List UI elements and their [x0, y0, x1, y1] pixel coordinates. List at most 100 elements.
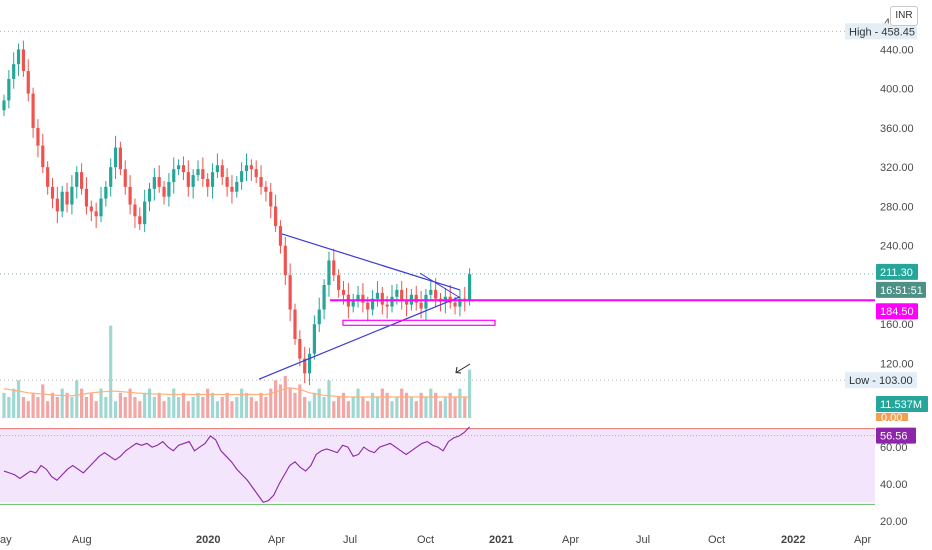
candle-body: [327, 260, 331, 285]
candle-body: [240, 171, 244, 182]
arrow-head: [455, 366, 462, 374]
volume-bar: [380, 388, 384, 418]
candle-body: [55, 198, 59, 212]
volume-bar: [274, 380, 278, 418]
price-axis-tick: 160.00: [880, 319, 914, 331]
candle-body: [419, 302, 423, 309]
rsi-line: [3, 426, 470, 504]
volume-bar: [186, 401, 190, 418]
inner-trendline: [419, 272, 461, 299]
volume-bar: [366, 401, 370, 418]
candle-body: [429, 289, 433, 295]
level-badge: 184.50: [880, 306, 914, 318]
volume-bar: [249, 397, 253, 418]
volume-bar: [118, 392, 122, 418]
volume-bar: [375, 397, 380, 418]
candle-body: [293, 309, 297, 339]
volume-bar: [99, 388, 103, 418]
volume-bar: [341, 392, 346, 418]
candle-body: [123, 169, 127, 187]
volume-bar: [21, 397, 25, 418]
candle-body: [332, 260, 336, 276]
upper-trendline: [281, 233, 461, 291]
support-zone: [342, 319, 496, 326]
candle-body: [109, 167, 113, 187]
candle-body: [220, 165, 224, 178]
volume-bar: [7, 397, 11, 418]
candle-body: [36, 127, 40, 146]
high-label-bg: [845, 23, 917, 40]
time-axis-label: 2020: [196, 534, 220, 546]
candle-body: [31, 93, 35, 128]
volume-bar: [419, 392, 423, 418]
candle-body: [147, 188, 152, 202]
candle-body: [80, 172, 84, 189]
volume-bar: [453, 397, 457, 418]
volume-bar: [307, 401, 312, 418]
time-axis-label: Jul: [636, 534, 650, 546]
price-axis-tick: 400.00: [880, 84, 914, 96]
candle-body: [84, 188, 89, 207]
candle-body: [254, 169, 258, 178]
volume-bar: [298, 384, 302, 418]
rsi-band: [0, 428, 875, 503]
volume-bar: [264, 397, 268, 418]
volume-bar: [332, 401, 336, 418]
candle-body: [94, 211, 98, 217]
volume-bar: [303, 397, 307, 418]
volume-bar: [463, 397, 467, 418]
volume-bar: [443, 397, 447, 418]
candle-body: [162, 186, 166, 197]
volume-bar: [152, 397, 156, 418]
volume-bar: [371, 392, 375, 418]
candle-body: [468, 274, 472, 300]
candle-body: [7, 78, 11, 101]
candle-body: [361, 294, 365, 303]
candle-body: [113, 147, 118, 168]
candle-body: [395, 289, 399, 297]
rsi-axis-tick: 40.00: [880, 479, 908, 491]
candle-body: [322, 284, 326, 310]
volume-bar: [385, 392, 389, 418]
volume-bar: [230, 401, 234, 418]
volume-bar: [89, 392, 93, 418]
volume-bar: [84, 397, 89, 418]
time-axis-label: Apr: [562, 534, 579, 546]
volume-bar: [177, 397, 181, 418]
volume-bar: [157, 392, 161, 418]
volume-bar: [109, 325, 113, 418]
candle-body: [152, 177, 156, 189]
low-label-bg: [845, 372, 917, 389]
volume-bar: [235, 397, 239, 418]
volume-bar: [181, 392, 186, 418]
volume-bar: [113, 401, 118, 418]
rsi-badge-bg: [876, 427, 916, 444]
candle-body: [244, 165, 249, 172]
candle-body: [70, 186, 74, 205]
volume-badge: 11.537M: [880, 399, 922, 411]
arrow-annotation: [456, 363, 471, 373]
candle-body: [288, 275, 292, 310]
candle-body: [312, 324, 316, 354]
volume-bar: [26, 401, 30, 418]
price-axis-tick: 120.00: [880, 359, 914, 371]
candle-body: [366, 302, 370, 310]
volume-bar: [70, 397, 74, 418]
candle-body: [2, 100, 6, 111]
volume-bar: [16, 380, 21, 418]
volume-bar: [414, 401, 418, 418]
volume-bar: [395, 397, 399, 418]
volume-bar: [240, 388, 244, 418]
volume-bar: [12, 388, 16, 418]
level-badge-bg: [876, 303, 918, 320]
volume-bar: [458, 388, 462, 418]
candle-body: [434, 289, 438, 299]
rsi-axis-tick-partial: 60.00: [880, 442, 908, 454]
volume-bar: [60, 388, 64, 418]
countdown-badge: 16:51:51: [880, 285, 923, 297]
price-axis-tick: 240.00: [880, 241, 914, 253]
price-axis-tick: 360.00: [880, 123, 914, 135]
currency-selector[interactable]: INR: [890, 6, 918, 26]
volume-bar: [293, 392, 297, 418]
